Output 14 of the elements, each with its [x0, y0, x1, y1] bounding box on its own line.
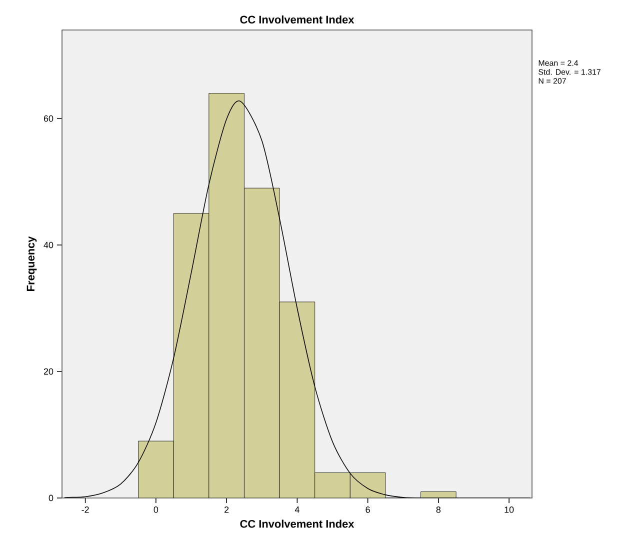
x-tick-label: 10 [504, 506, 514, 513]
x-axis-title: CC Involvement Index [240, 520, 354, 528]
x-tick-label: 4 [294, 506, 300, 513]
y-tick-label: 0 [48, 494, 54, 502]
y-tick-label: 20 [44, 368, 54, 375]
x-tick-label: 0 [154, 506, 158, 513]
y-tick-label: 40 [44, 242, 54, 248]
y-tick-label: 60 [44, 115, 54, 122]
x-tick-label: 6 [366, 506, 370, 513]
y-axis-title: Frequency [26, 236, 37, 291]
chart-title: CC Involvement Index [240, 15, 354, 24]
x-tick-label: 8 [436, 506, 441, 513]
x-tick-label: -2 [82, 506, 89, 513]
x-tick-label: 2 [224, 506, 229, 513]
